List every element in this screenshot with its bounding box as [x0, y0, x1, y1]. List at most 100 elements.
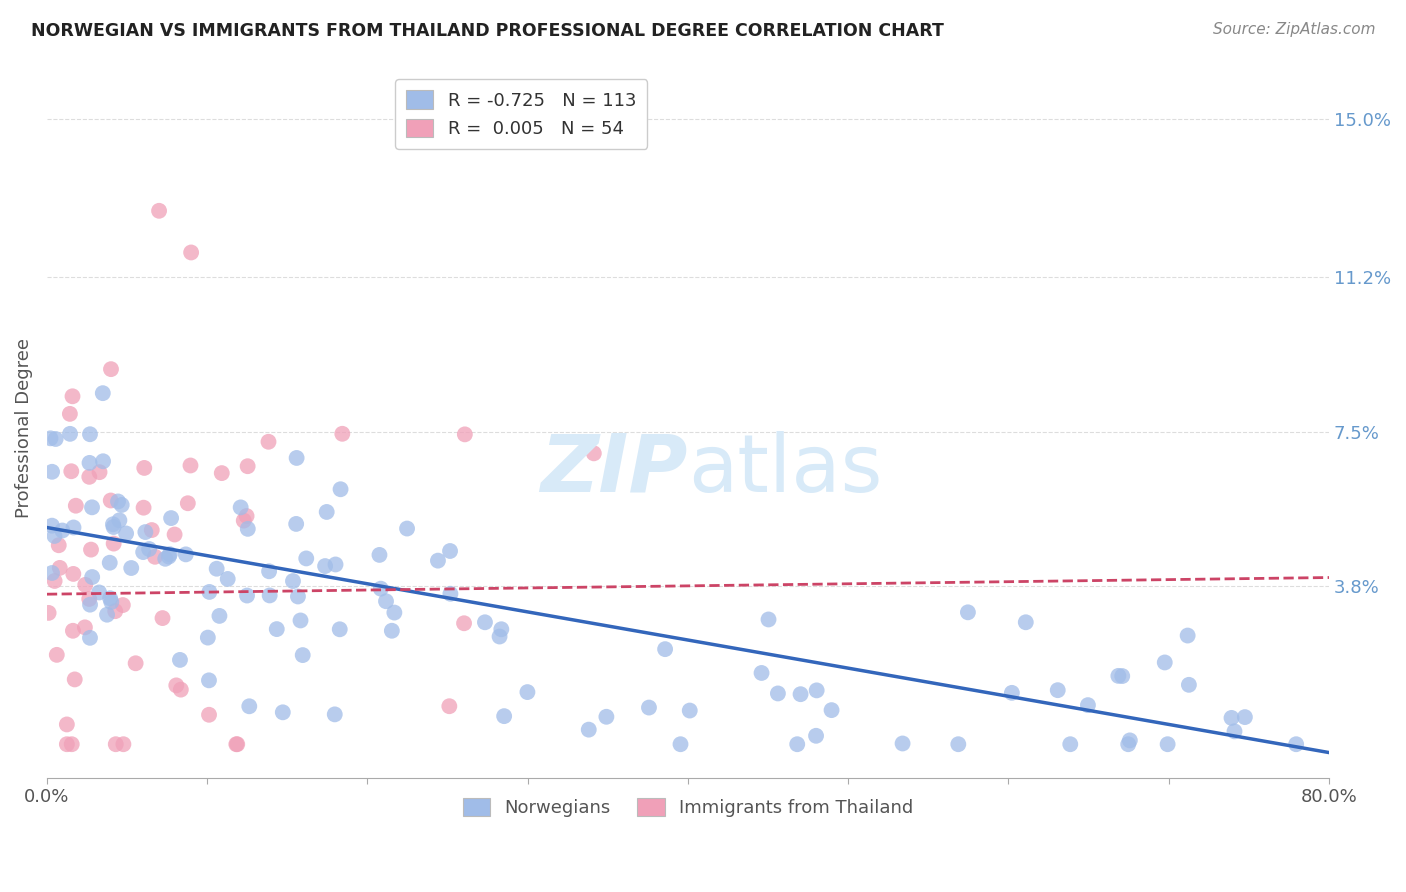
- Point: [453, 616, 475, 631]
- Point: [257, 434, 280, 449]
- Point: [44, 529, 66, 543]
- Point: [578, 723, 600, 737]
- Point: [582, 446, 605, 460]
- Point: [205, 562, 228, 576]
- Point: [285, 450, 308, 465]
- Point: [59, 426, 82, 441]
- Point: [62, 566, 84, 581]
- Point: [56, 737, 79, 751]
- Point: [325, 558, 347, 572]
- Point: [198, 707, 221, 722]
- Point: [169, 653, 191, 667]
- Point: [1111, 669, 1133, 683]
- Point: [91, 386, 114, 401]
- Point: [62, 389, 84, 403]
- Point: [111, 498, 134, 512]
- Legend: Norwegians, Immigrants from Thailand: Norwegians, Immigrants from Thailand: [456, 790, 921, 824]
- Point: [96, 607, 118, 622]
- Point: [73, 620, 96, 634]
- Point: [381, 624, 404, 638]
- Point: [1116, 737, 1139, 751]
- Point: [426, 554, 449, 568]
- Point: [134, 524, 156, 539]
- Point: [80, 500, 103, 515]
- Point: [115, 526, 138, 541]
- Point: [285, 516, 308, 531]
- Point: [225, 737, 247, 751]
- Point: [820, 703, 842, 717]
- Point: [804, 729, 827, 743]
- Point: [141, 523, 163, 537]
- Point: [89, 465, 111, 479]
- Point: [956, 605, 979, 619]
- Point: [79, 427, 101, 442]
- Point: [100, 362, 122, 376]
- Text: atlas: atlas: [688, 431, 883, 508]
- Point: [1059, 737, 1081, 751]
- Point: [103, 536, 125, 550]
- Point: [1233, 710, 1256, 724]
- Point: [132, 545, 155, 559]
- Point: [101, 517, 124, 532]
- Point: [124, 657, 146, 671]
- Point: [516, 685, 538, 699]
- Point: [41, 465, 63, 479]
- Point: [179, 458, 201, 473]
- Point: [315, 505, 337, 519]
- Point: [595, 710, 617, 724]
- Point: [120, 561, 142, 575]
- Point: [439, 587, 461, 601]
- Point: [217, 572, 239, 586]
- Point: [143, 549, 166, 564]
- Point: [259, 589, 281, 603]
- Point: [329, 482, 352, 496]
- Point: [80, 542, 103, 557]
- Point: [236, 589, 259, 603]
- Point: [198, 585, 221, 599]
- Point: [45, 432, 67, 446]
- Point: [60, 464, 83, 478]
- Point: [98, 591, 121, 606]
- Point: [62, 624, 84, 638]
- Point: [152, 611, 174, 625]
- Point: [111, 598, 134, 612]
- Point: [786, 737, 808, 751]
- Point: [291, 648, 314, 662]
- Point: [89, 585, 111, 599]
- Point: [1220, 711, 1243, 725]
- Point: [59, 407, 82, 421]
- Point: [295, 551, 318, 566]
- Point: [108, 513, 131, 527]
- Point: [396, 522, 419, 536]
- Point: [271, 706, 294, 720]
- Point: [375, 594, 398, 608]
- Point: [170, 682, 193, 697]
- Text: Source: ZipAtlas.com: Source: ZipAtlas.com: [1212, 22, 1375, 37]
- Point: [474, 615, 496, 630]
- Point: [368, 548, 391, 562]
- Point: [789, 687, 811, 701]
- Point: [948, 737, 970, 751]
- Point: [806, 683, 828, 698]
- Point: [232, 514, 254, 528]
- Point: [155, 551, 177, 566]
- Point: [370, 582, 392, 596]
- Point: [45, 648, 67, 662]
- Point: [1001, 686, 1024, 700]
- Point: [669, 737, 692, 751]
- Point: [56, 717, 79, 731]
- Point: [165, 678, 187, 692]
- Point: [1153, 656, 1175, 670]
- Point: [1046, 683, 1069, 698]
- Point: [488, 630, 510, 644]
- Point: [63, 673, 86, 687]
- Point: [1177, 628, 1199, 642]
- Point: [758, 612, 780, 626]
- Point: [236, 459, 259, 474]
- Point: [1107, 669, 1129, 683]
- Point: [1223, 724, 1246, 739]
- Point: [39, 431, 62, 445]
- Point: [439, 544, 461, 558]
- Point: [211, 466, 233, 480]
- Point: [197, 631, 219, 645]
